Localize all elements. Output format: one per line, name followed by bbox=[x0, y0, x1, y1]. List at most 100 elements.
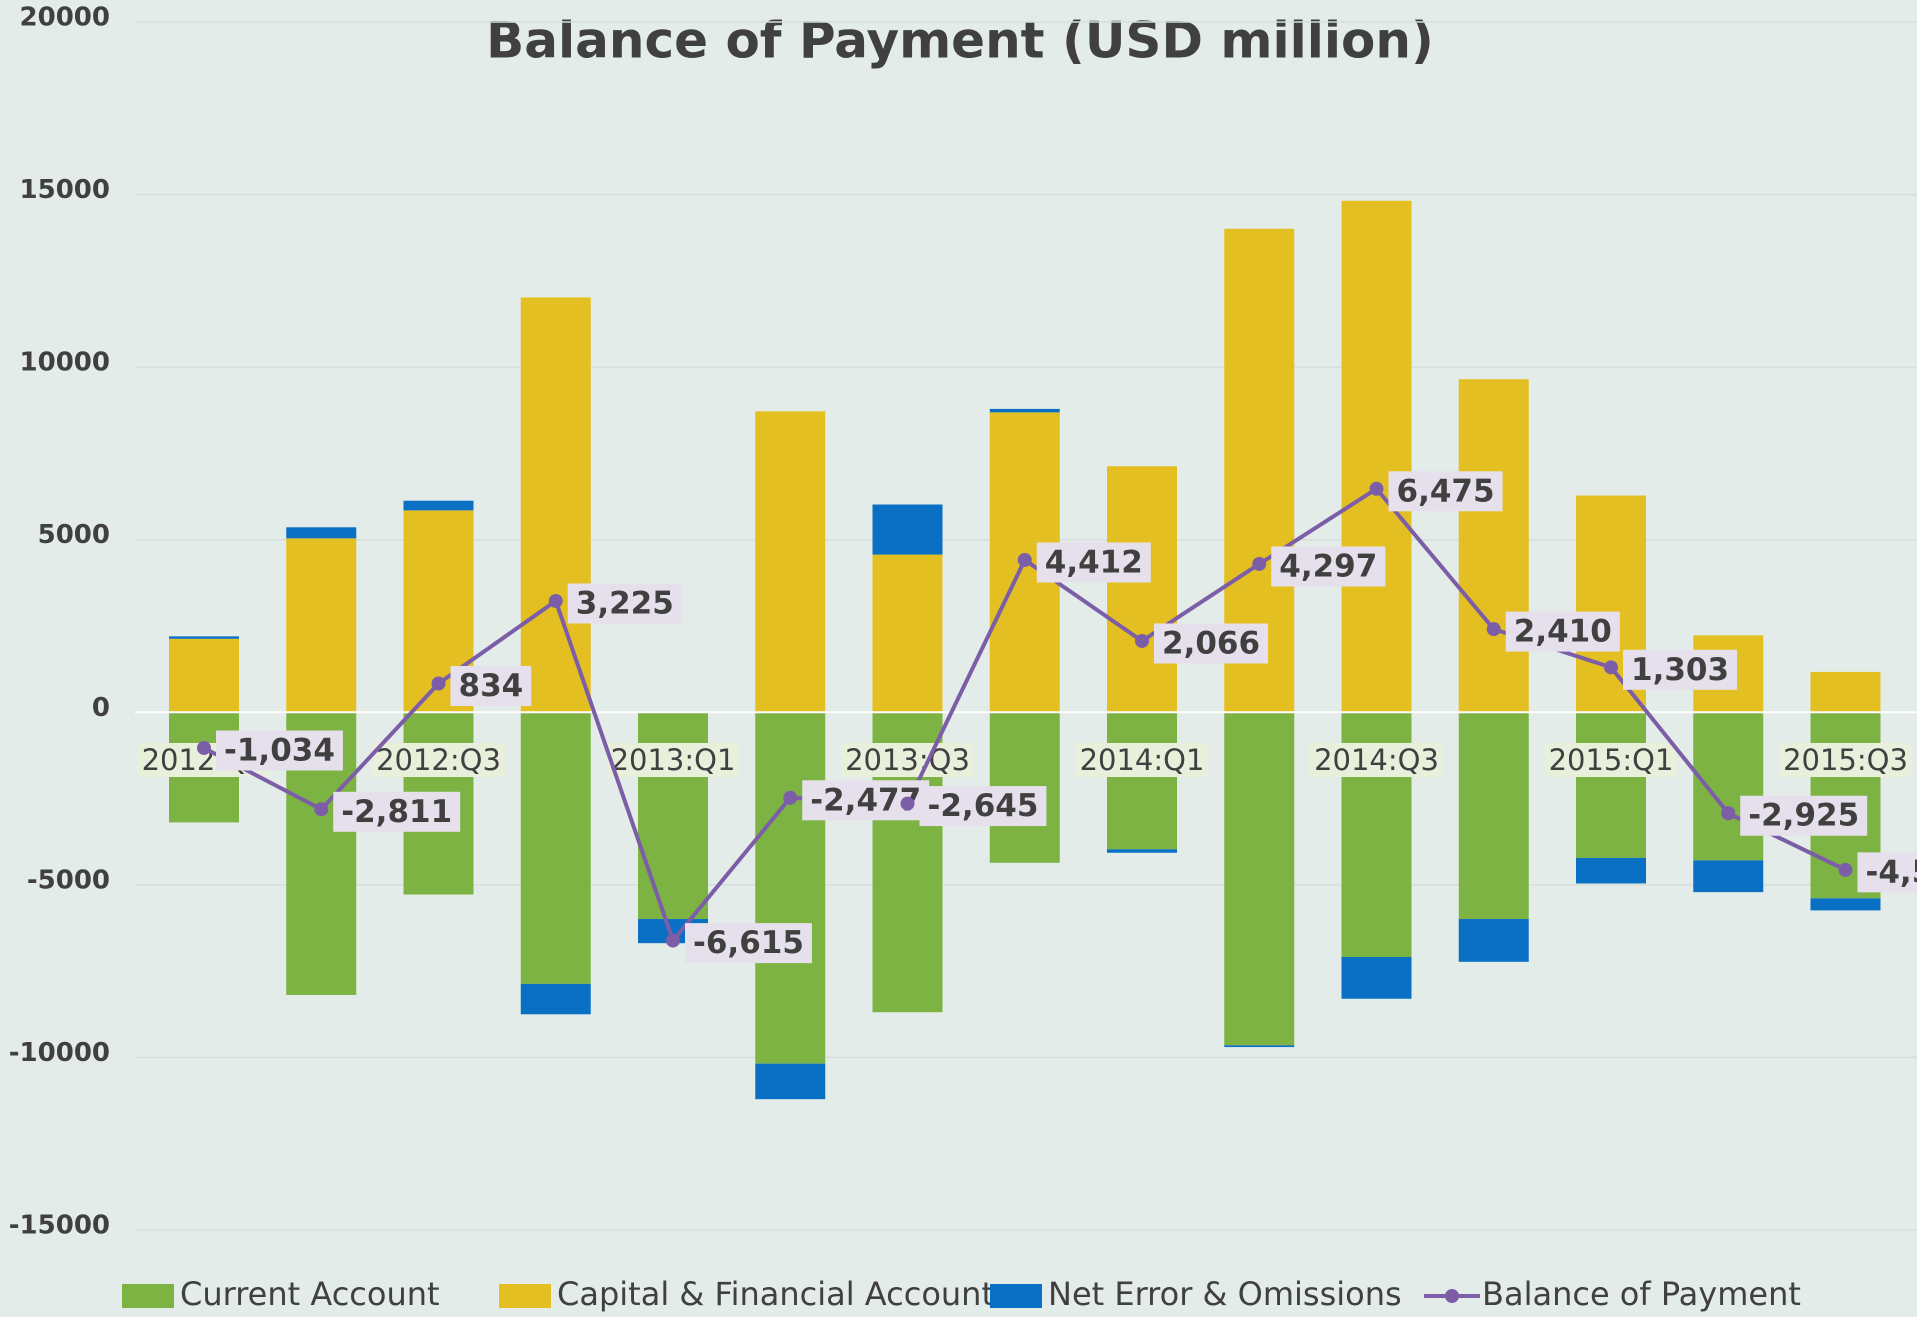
bar bbox=[169, 636, 239, 639]
x-tick-label: 2013:Q3 bbox=[845, 743, 970, 777]
x-tick-label: 2014:Q1 bbox=[1080, 743, 1205, 777]
bar bbox=[1693, 712, 1764, 861]
x-tick: 2015:Q1 bbox=[1544, 743, 1678, 777]
data-label-text: -4,565 bbox=[1866, 854, 1917, 890]
bar bbox=[872, 554, 943, 713]
legend-label: Balance of Payment bbox=[1482, 1275, 1801, 1313]
x-tick-label: 2015:Q1 bbox=[1549, 743, 1674, 777]
y-tick-label: -15000 bbox=[9, 1211, 110, 1241]
x-tick: 2014:Q3 bbox=[1310, 743, 1443, 777]
y-tick-label: 20000 bbox=[20, 3, 110, 33]
bar bbox=[1810, 671, 1881, 713]
data-label-box bbox=[1271, 546, 1386, 587]
bar bbox=[755, 1063, 826, 1100]
legend-label: Net Error & Omissions bbox=[1048, 1275, 1402, 1313]
point bbox=[1486, 622, 1501, 637]
data-label: 2,410 bbox=[1505, 611, 1620, 652]
data-label: 4,297 bbox=[1271, 546, 1386, 587]
x-tick-label: 2015:Q3 bbox=[1783, 743, 1908, 777]
y-tick-label: 15000 bbox=[20, 175, 110, 205]
point bbox=[1135, 633, 1149, 648]
point bbox=[1838, 862, 1853, 877]
x-tick-label-box bbox=[372, 743, 505, 777]
data-label-box bbox=[567, 583, 682, 624]
bar bbox=[755, 712, 826, 1064]
data-label-box bbox=[333, 791, 461, 832]
bar bbox=[1693, 860, 1764, 893]
data-label: -4,565 bbox=[1857, 852, 1917, 893]
y-tick-label: 5000 bbox=[38, 520, 110, 550]
data-label-box bbox=[685, 923, 812, 964]
data-label-text: 6,475 bbox=[1397, 473, 1495, 509]
x-tick: 2013:Q3 bbox=[841, 743, 974, 777]
bar bbox=[1576, 712, 1646, 858]
data-label-text: -2,645 bbox=[928, 788, 1039, 824]
y-tick-label: 10000 bbox=[20, 348, 110, 378]
data-label-text: 1,303 bbox=[1631, 652, 1729, 688]
bar bbox=[1107, 849, 1177, 853]
x-tick-label-box bbox=[1075, 743, 1209, 777]
legend-marker bbox=[1445, 1289, 1459, 1303]
legend-swatch bbox=[122, 1284, 174, 1308]
legend-label: Current Account bbox=[180, 1275, 440, 1313]
data-label: 6,475 bbox=[1388, 471, 1503, 512]
chart-title: Balance of Payment (USD million) bbox=[486, 12, 1434, 70]
data-label: 1,303 bbox=[1623, 649, 1738, 690]
data-label-box bbox=[1036, 542, 1151, 583]
bar bbox=[1107, 712, 1177, 850]
bar bbox=[169, 638, 239, 713]
point bbox=[783, 790, 798, 805]
point bbox=[666, 933, 680, 948]
point bbox=[1721, 806, 1736, 821]
point bbox=[1369, 481, 1384, 496]
data-label-text: 3,225 bbox=[576, 585, 674, 621]
point bbox=[197, 740, 211, 755]
point bbox=[431, 676, 446, 691]
x-tick-label-box bbox=[1544, 743, 1678, 777]
bar bbox=[872, 504, 943, 555]
data-label: 834 bbox=[450, 666, 532, 707]
bar bbox=[286, 527, 357, 539]
data-label: -6,615 bbox=[685, 923, 812, 964]
data-label-text: 4,412 bbox=[1045, 545, 1143, 581]
point bbox=[1604, 660, 1618, 675]
point bbox=[900, 796, 915, 811]
data-label: -1,034 bbox=[216, 730, 343, 771]
x-tick-label-box bbox=[841, 743, 974, 777]
data-label: -2,477 bbox=[802, 780, 930, 821]
data-label: 2,066 bbox=[1154, 623, 1269, 664]
x-tick: 2013:Q1 bbox=[606, 743, 740, 777]
data-label-box bbox=[1623, 649, 1738, 690]
data-label-box bbox=[919, 786, 1047, 827]
bar bbox=[286, 538, 357, 713]
bar bbox=[755, 411, 826, 713]
point bbox=[1017, 553, 1032, 568]
data-label-box bbox=[1740, 795, 1868, 836]
x-tick-label-box bbox=[1310, 743, 1443, 777]
bar bbox=[989, 408, 1060, 413]
y-tick-label: -5000 bbox=[27, 865, 110, 895]
bar bbox=[1224, 712, 1295, 1046]
data-label-text: -6,615 bbox=[693, 925, 804, 961]
data-label-box bbox=[450, 666, 532, 707]
x-tick-label: 2013:Q1 bbox=[611, 743, 736, 777]
data-label-box bbox=[1505, 611, 1620, 652]
bar bbox=[1224, 1045, 1295, 1048]
point bbox=[314, 802, 329, 817]
x-tick-label: 2012:Q3 bbox=[376, 743, 501, 777]
data-label-text: 834 bbox=[459, 668, 524, 704]
legend-swatch bbox=[990, 1284, 1042, 1308]
data-label: 4,412 bbox=[1036, 542, 1151, 583]
data-label-box bbox=[1857, 852, 1917, 893]
bar bbox=[403, 500, 474, 511]
data-label: -2,811 bbox=[333, 791, 461, 832]
legend-label: Capital & Financial Account bbox=[557, 1275, 994, 1313]
data-label-box bbox=[1388, 471, 1503, 512]
x-tick-label-box bbox=[1779, 743, 1912, 777]
data-label-text: -2,925 bbox=[1748, 798, 1859, 834]
bar bbox=[1810, 898, 1881, 911]
y-tick-label: 0 bbox=[92, 693, 110, 723]
data-label-text: -1,034 bbox=[224, 732, 335, 768]
